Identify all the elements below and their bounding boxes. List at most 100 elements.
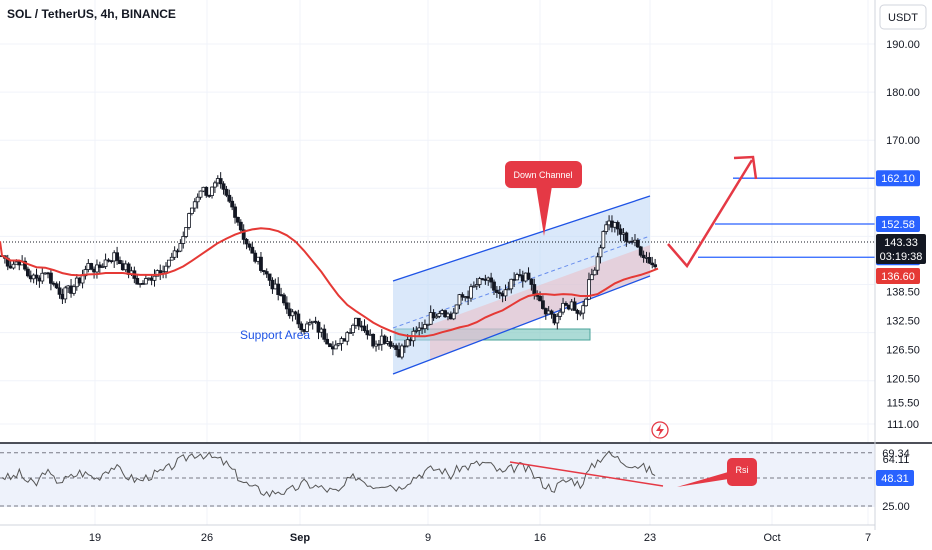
candle-body xyxy=(595,256,600,271)
rsi-callout: Rsi xyxy=(677,458,757,487)
candle-body xyxy=(247,243,252,248)
candle-body xyxy=(198,190,203,198)
candle-body xyxy=(238,221,243,231)
candle-body xyxy=(218,178,223,185)
candle-body xyxy=(598,247,603,258)
candle-body xyxy=(517,274,522,277)
candle-body xyxy=(241,229,246,240)
candle-body xyxy=(11,263,16,269)
candle-body xyxy=(506,288,511,291)
candle-body xyxy=(25,268,30,277)
candle-body xyxy=(178,243,183,252)
candle-body xyxy=(538,295,542,302)
candle-body xyxy=(83,269,88,277)
candle-body xyxy=(192,201,197,209)
candle-body xyxy=(425,323,430,326)
chart-title: SOL / TetherUS, 4h, BINANCE xyxy=(7,7,176,21)
price-tick-label: 190.00 xyxy=(886,39,920,51)
candle-body xyxy=(264,271,269,275)
candle-body xyxy=(564,302,568,306)
candle-body xyxy=(428,312,433,325)
time-tick-label: 19 xyxy=(89,532,101,544)
candle-body xyxy=(587,279,591,300)
ma-value-label: 136.60 xyxy=(881,271,915,283)
candle-body xyxy=(184,227,189,237)
candle-body xyxy=(40,272,45,282)
time-tick-label: 23 xyxy=(644,532,656,544)
candle-body xyxy=(394,345,399,350)
candle-body xyxy=(635,239,640,248)
candle-body xyxy=(284,302,289,310)
currency-label: USDT xyxy=(888,12,918,24)
down-channel-callout: Down Channel xyxy=(505,161,582,236)
alert-lightning-icon[interactable] xyxy=(651,421,669,439)
candle-body xyxy=(244,239,249,245)
price-tick-label: 180.00 xyxy=(886,87,920,99)
candle-body xyxy=(233,206,237,218)
candle-body xyxy=(189,207,194,214)
candle-body xyxy=(282,294,286,304)
candle-body xyxy=(230,200,235,208)
candle-body xyxy=(469,286,473,299)
candle-body xyxy=(474,284,479,287)
channel-mid-line xyxy=(392,235,651,329)
candle-body xyxy=(454,304,459,314)
candle-body xyxy=(489,277,494,283)
candle-body xyxy=(400,345,404,358)
candle-body xyxy=(578,312,583,315)
candle-body xyxy=(345,332,350,342)
candle-body xyxy=(584,298,588,307)
candle-body xyxy=(348,332,353,334)
candle-body xyxy=(221,183,226,190)
rsi-label: Rsi xyxy=(736,465,749,475)
current-price-tag xyxy=(876,234,926,264)
candle-body xyxy=(299,323,304,331)
candle-body xyxy=(267,273,272,281)
candle-body xyxy=(325,338,330,345)
candle-body xyxy=(457,294,462,306)
moving-average-line xyxy=(0,227,659,338)
price-axis[interactable]: 111.00 115.50 120.50 126.50 132.50 138.50 170.… xyxy=(876,39,926,431)
candle-body xyxy=(532,284,537,295)
price-tick-label: 115.50 xyxy=(887,397,920,409)
candle-body xyxy=(365,330,370,336)
candle-body xyxy=(172,250,177,258)
rsi-line xyxy=(1,450,656,498)
candle-body xyxy=(204,186,209,196)
candle-body xyxy=(615,222,620,230)
candle-body xyxy=(402,345,407,348)
price-tick-label: 132.50 xyxy=(886,316,920,328)
channel-upper-line xyxy=(392,195,651,282)
candle-body xyxy=(152,275,157,281)
candle-body xyxy=(356,317,361,327)
time-tick-label: 9 xyxy=(425,532,431,544)
candle-body xyxy=(118,260,122,265)
candle-body xyxy=(529,278,534,285)
currency-button[interactable]: USDT xyxy=(879,4,927,30)
candle-body xyxy=(581,305,586,314)
candle-body xyxy=(181,236,186,244)
candle-body xyxy=(259,256,263,271)
rsi-tick-label: 69.34 xyxy=(882,448,910,460)
candle-body xyxy=(471,285,476,288)
candle-body xyxy=(423,324,427,330)
candle-body xyxy=(362,325,367,332)
candle-body xyxy=(526,272,531,280)
time-axis[interactable]: 19 26 Sep 9 16 23 Oct 7 xyxy=(89,532,871,544)
candle-body xyxy=(650,262,655,266)
rsi-current-tag xyxy=(876,470,914,487)
candle-body xyxy=(213,182,217,188)
current-price-label: 143.33 xyxy=(884,237,918,249)
candle-body xyxy=(276,283,281,295)
candle-body xyxy=(187,213,191,228)
candle-body xyxy=(161,271,166,274)
candle-body xyxy=(328,343,332,348)
candle-body xyxy=(143,278,148,285)
price-tick-label: 170.00 xyxy=(886,135,920,147)
candle-body xyxy=(371,333,376,347)
channel-lower-line xyxy=(392,275,651,375)
candle-body xyxy=(647,257,652,264)
down-channel-label: Down Channel xyxy=(513,170,572,180)
